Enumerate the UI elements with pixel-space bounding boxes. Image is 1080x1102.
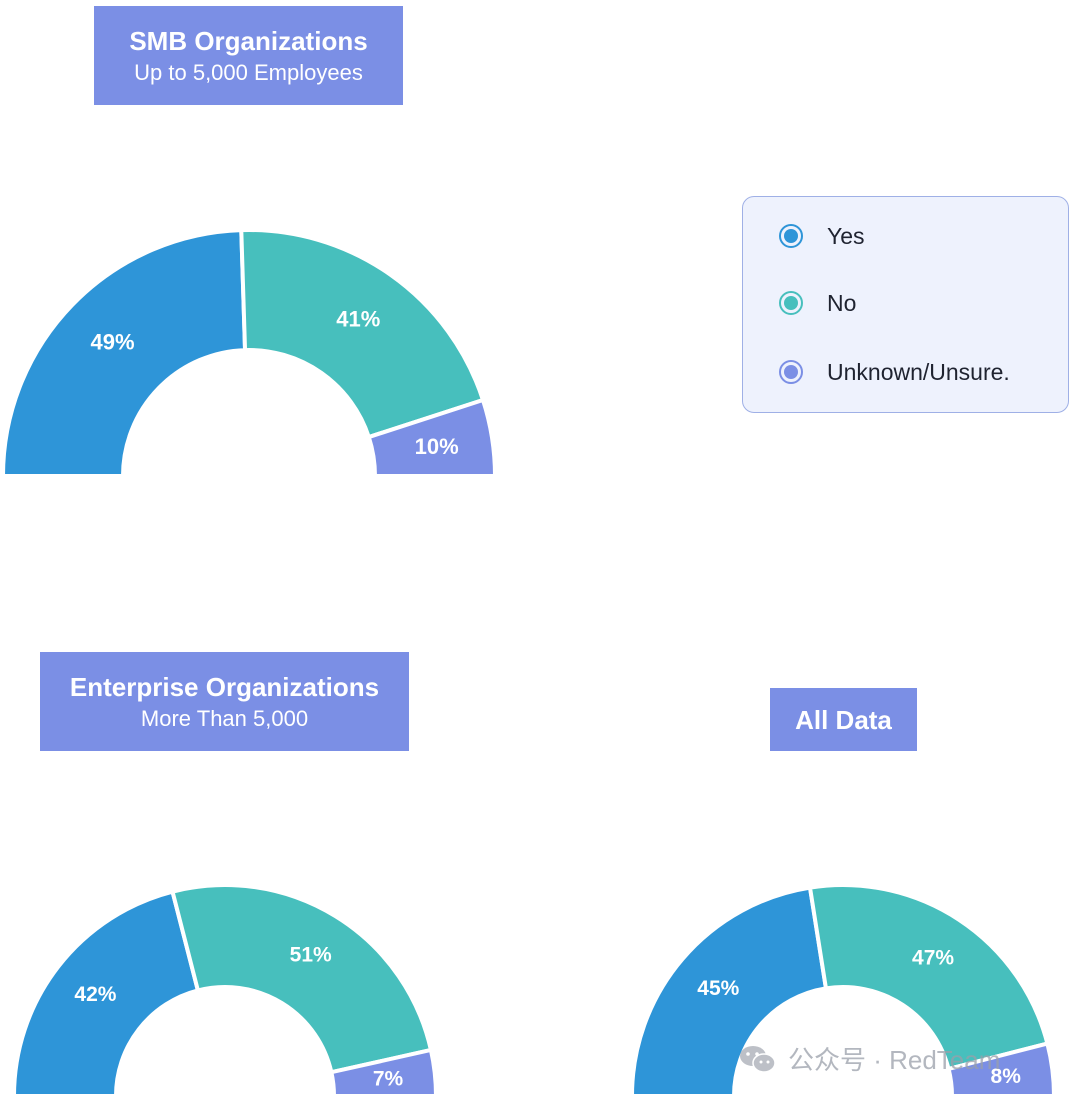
slice-unknown [946,1041,1057,1098]
slice-yes [0,228,248,478]
all-data-chart-title: All Data [770,688,917,751]
smb-title-main: SMB Organizations [129,25,368,56]
slice-yes [629,885,829,1098]
enterprise-title-sub: More Than 5,000 [140,705,309,731]
enterprise-donut-chart: 42% 51% 7% [11,883,439,1098]
watermark: 公众号 · RedTeam [738,1040,1000,1077]
slice-label-unknown: 10% [415,434,459,459]
slice-label-unknown: 7% [373,1068,404,1091]
slice-no [239,228,486,440]
all-data-title-main: All Data [795,704,892,735]
legend-swatch [779,360,803,384]
legend-label: No [827,289,857,316]
enterprise-chart-title: Enterprise Organizations More Than 5,000 [40,652,409,751]
smb-title-sub: Up to 5,000 Employees [134,59,363,85]
enterprise-title-main: Enterprise Organizations [69,671,380,702]
legend-swatch [779,291,803,315]
smb-chart-title: SMB Organizations Up to 5,000 Employees [94,6,403,105]
slice-label-yes: 49% [91,330,135,355]
slice-no [807,883,1050,1072]
all-data-donut-chart: 45% 47% 8% [629,883,1057,1098]
slice-unknown [366,397,498,478]
wechat-icon [740,1045,776,1073]
legend-item-no: No [779,288,856,318]
legend-item-unknown: Unknown/Unsure. [779,357,1010,387]
slice-label-no: 51% [290,944,332,967]
legend-label: Yes [827,222,865,249]
slice-label-yes: 42% [74,983,116,1006]
smb-donut-chart: 49% 41% 10% [0,228,498,478]
slice-label-unknown: 8% [991,1065,1022,1088]
legend-swatch [779,224,803,248]
slice-unknown [328,1047,439,1098]
slice-label-yes: 45% [697,977,739,1000]
chart-legend: Yes No Unknown/Unsure. [742,196,1069,413]
slice-no [170,883,434,1075]
legend-label: Unknown/Unsure. [827,358,1010,385]
legend-item-yes: Yes [779,221,865,251]
slice-label-no: 41% [336,306,380,331]
slice-label-no: 47% [912,946,954,969]
slice-yes [11,889,201,1098]
watermark-text: 公众号 · RedTeam [788,1045,1001,1075]
